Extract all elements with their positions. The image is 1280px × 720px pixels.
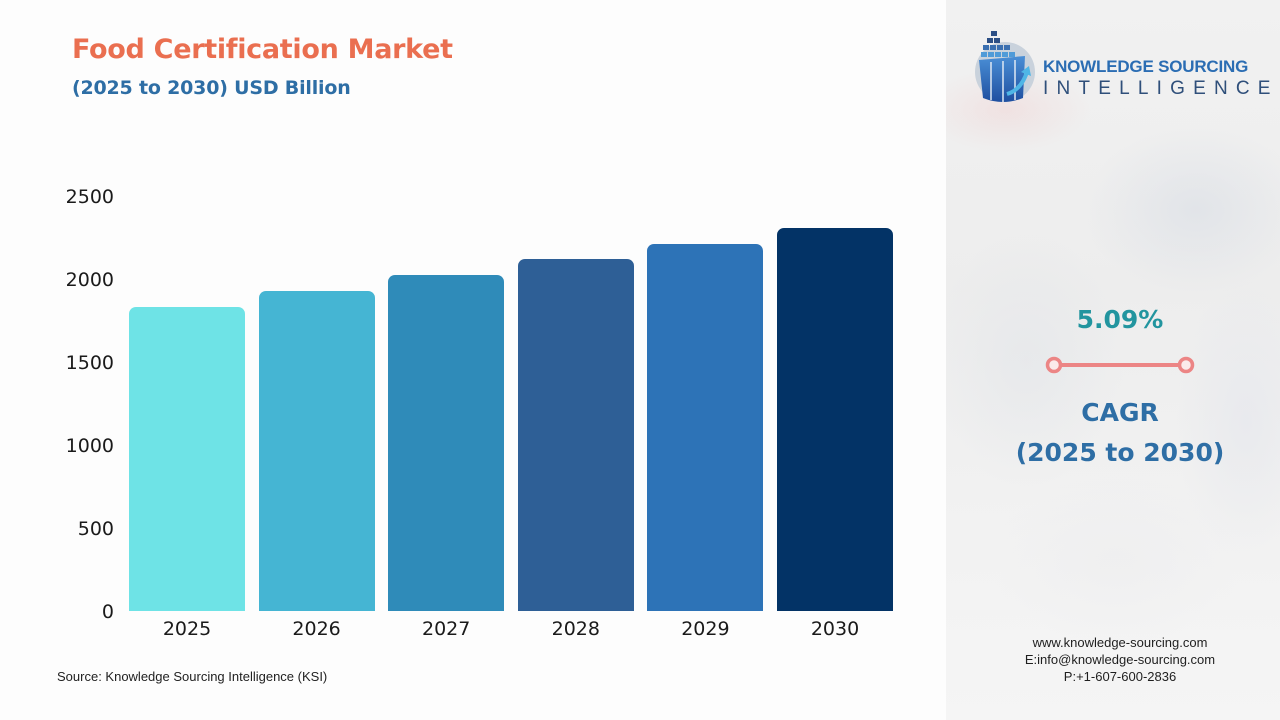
source-note: Source: Knowledge Sourcing Intelligence …: [57, 669, 328, 684]
cagr-value: 5.09%: [1076, 305, 1164, 334]
contact-phone: P:+1-607-600-2836: [1063, 669, 1177, 684]
x-tick-label: 2025: [162, 618, 212, 640]
y-tick-label: 0: [101, 601, 114, 623]
brand-logo-icon: [975, 31, 1035, 102]
chart-subtitle: (2025 to 2030) USD Billion: [72, 77, 351, 99]
x-tick-label: 2028: [551, 618, 600, 640]
cagr-label-text: CAGR: [1081, 398, 1159, 427]
y-tick-label: 2500: [65, 186, 114, 208]
bar-2025: [129, 307, 245, 611]
y-tick-label: 1500: [65, 352, 114, 374]
cagr-connector-icon: [1045, 356, 1195, 374]
cagr-label: CAGR (2025 to 2030): [990, 393, 1250, 473]
x-tick-label: 2026: [292, 618, 341, 640]
x-tick-label: 2030: [810, 618, 860, 640]
chart-title: Food Certification Market: [72, 34, 453, 65]
y-tick-label: 2000: [65, 269, 114, 291]
bar-2028: [517, 259, 634, 611]
bar-2026: [258, 291, 375, 611]
bar-2029: [647, 243, 764, 611]
brand-name-line2: INTELLIGENCE: [1043, 78, 1279, 99]
contact-email[interactable]: E:info@knowledge-sourcing.com: [1024, 652, 1216, 667]
brand-name-line1: KNOWLEDGE SOURCING: [1043, 57, 1249, 76]
contact-info: www.knowledge-sourcing.com E:info@knowle…: [990, 634, 1250, 685]
bar-2027: [388, 275, 505, 611]
y-tick-label: 500: [77, 518, 114, 540]
cagr-period: (2025 to 2030): [1015, 438, 1225, 467]
contact-website[interactable]: www.knowledge-sourcing.com: [1032, 635, 1208, 650]
x-tick-label: 2029: [681, 618, 730, 640]
y-tick-label: 1000: [65, 435, 114, 457]
x-tick-label: 2027: [422, 618, 471, 640]
bar-2030: [777, 228, 893, 611]
sidebar-panel: [946, 0, 1280, 720]
